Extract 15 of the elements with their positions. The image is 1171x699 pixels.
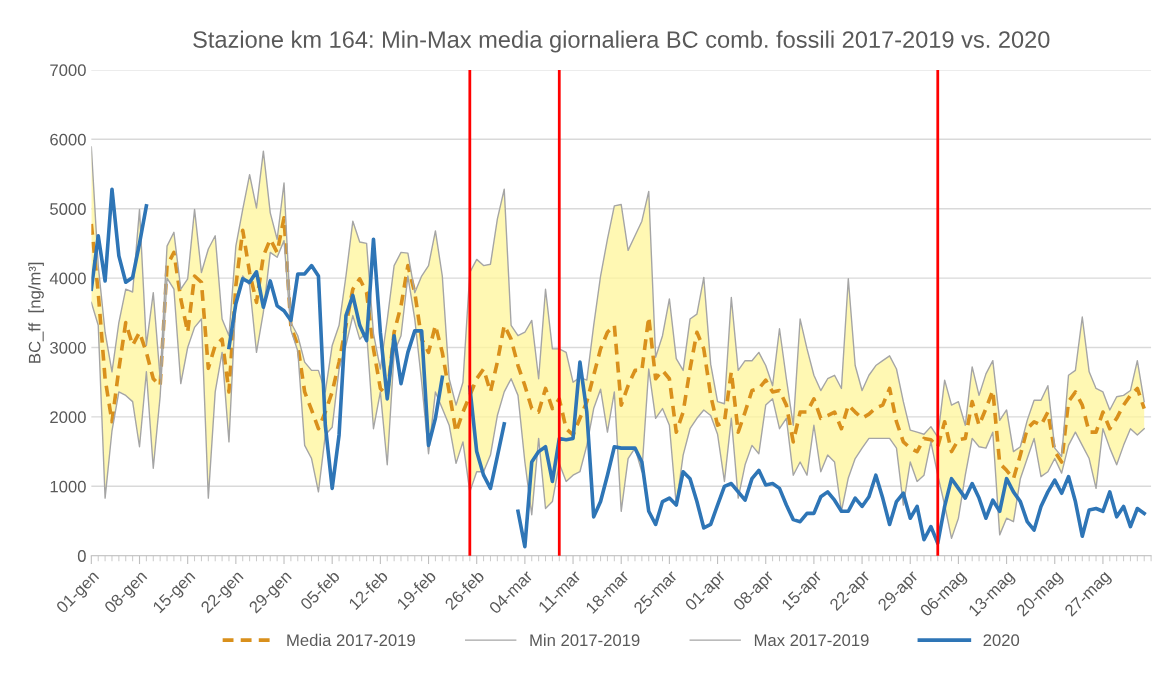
legend-label: 2020 bbox=[983, 634, 1020, 647]
y-axis-title: BC_ff [ng/m³] bbox=[28, 262, 44, 363]
legend-label: Max 2017-2019 bbox=[754, 634, 869, 647]
y-tick-label: 7000 bbox=[50, 64, 86, 77]
y-tick-label: 0 bbox=[77, 550, 86, 562]
y-tick-label: 1000 bbox=[50, 480, 86, 493]
y-tick-label: 6000 bbox=[50, 133, 86, 146]
y-tick-label: 5000 bbox=[50, 203, 86, 215]
legend-label: Min 2017-2019 bbox=[530, 633, 640, 647]
chart-title: Stazione km 164: Min-Max media giornaliera BC comb. fossili 2017-2019 vs. 2020 bbox=[193, 30, 1050, 53]
y-tick-label: 3000 bbox=[50, 341, 86, 354]
y-tick-label: 2000 bbox=[50, 411, 86, 424]
line-series bbox=[91, 215, 1147, 481]
legend-label: Media 2017-2019 bbox=[287, 633, 415, 647]
y-tick-label: 4000 bbox=[49, 272, 86, 285]
